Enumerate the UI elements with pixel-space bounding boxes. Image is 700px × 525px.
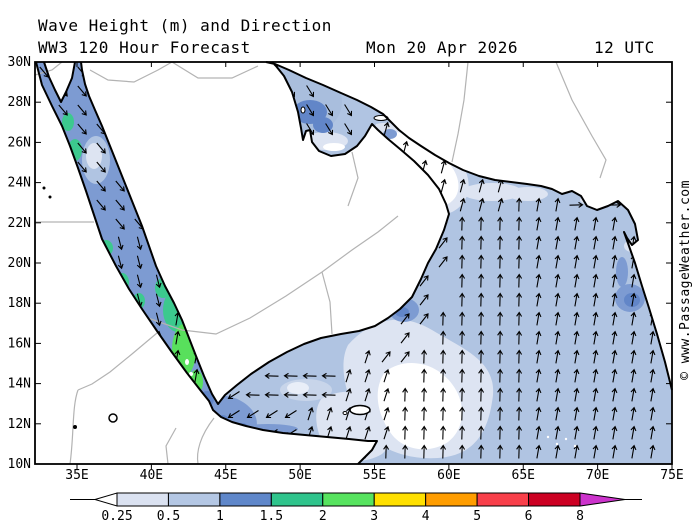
coastline [35, 61, 673, 465]
lon-label: 70E [586, 468, 609, 483]
bahrain-island [300, 106, 306, 114]
colorbar-tick-label: 2 [319, 509, 327, 524]
axis-labels: 30N 28N 26N 24N 22N 20N 18N 16N 14N 12N 10N 35E 40E 4… [8, 55, 684, 483]
lat-label: 12N [8, 417, 31, 432]
colorbar-segment [116, 492, 169, 507]
lon-label: 75E [660, 468, 683, 483]
lat-label: 30N [8, 55, 31, 70]
valid-time: 12 UTC [594, 38, 655, 57]
colorbar-overflow-arrow [579, 492, 626, 507]
colorbar-segment [373, 492, 427, 507]
lon-label: 35E [65, 468, 88, 483]
colorbar-tick-label: 1.5 [260, 509, 283, 524]
lat-label: 14N [8, 377, 31, 392]
lat-label: 18N [8, 296, 31, 311]
colorbar-tick-label: 0.25 [101, 509, 132, 524]
colorbar-segment [219, 492, 272, 507]
colorbar-segment [167, 492, 221, 507]
lon-label: 45E [214, 468, 237, 483]
colorbar-tick-label: 0.5 [157, 509, 180, 524]
lon-label: 60E [437, 468, 460, 483]
lat-label: 26N [8, 135, 31, 150]
colorbar-tick-label: 1 [216, 509, 224, 524]
colorbar-tick-label: 5 [473, 509, 481, 524]
lat-label: 10N [8, 457, 31, 472]
colorbar-tick-label: 6 [525, 509, 533, 524]
lat-label: 20N [8, 256, 31, 271]
lon-label: 50E [288, 468, 311, 483]
lon-label: 40E [140, 468, 163, 483]
colorbar-segment [528, 492, 581, 507]
valid-date: Mon 20 Apr 2026 [366, 38, 518, 57]
colorbar-segment [476, 492, 530, 507]
socotra-island [349, 404, 371, 416]
arrow-glyphs [39, 66, 656, 459]
watermark: © www.PassageWeather.com [678, 180, 693, 380]
lake-outline [108, 413, 118, 423]
header: Wave Height (m) and Direction WW3 120 Ho… [38, 16, 655, 57]
colorbar-segment [270, 492, 324, 507]
wave-direction-arrows [39, 66, 656, 459]
lat-label: 24N [8, 176, 31, 191]
lon-label: 55E [363, 468, 386, 483]
colorbar-tick-label: 4 [422, 509, 430, 524]
colorbar-tick-label: 8 [576, 509, 584, 524]
lat-label: 28N [8, 95, 31, 110]
title-line2: WW3 120 Hour Forecast [38, 38, 251, 57]
country-borders [34, 61, 607, 465]
colorbar-tick-label: 3 [370, 509, 378, 524]
lon-label: 65E [512, 468, 535, 483]
lat-label: 16N [8, 336, 31, 351]
title-line1: Wave Height (m) and Direction [38, 16, 332, 35]
colorbar-segment [425, 492, 478, 507]
colorbar-legend: 0.25 0.5 1 1.5 2 3 4 5 6 8 [70, 492, 642, 524]
colorbar-segment [322, 492, 375, 507]
lat-label: 22N [8, 216, 31, 231]
